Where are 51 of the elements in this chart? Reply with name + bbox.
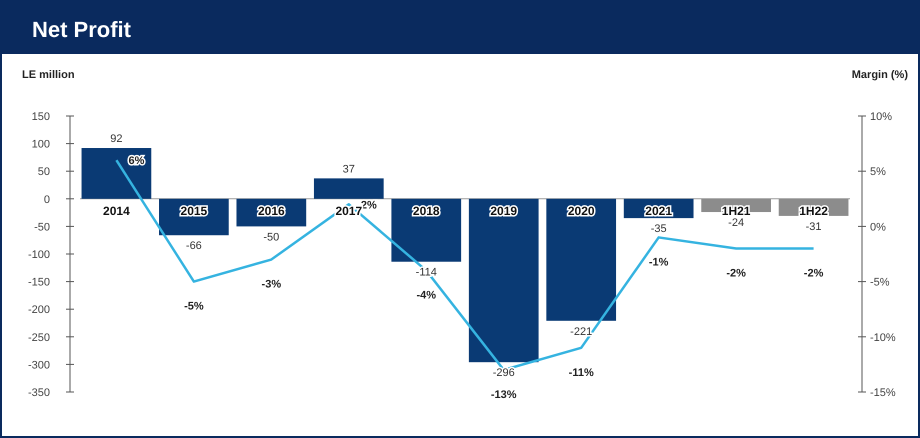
x-tick-label: 2019	[490, 204, 518, 218]
data-label: -13%	[490, 388, 517, 401]
y-tick-label: 50	[38, 166, 50, 178]
y-tick-label: -350	[28, 387, 50, 399]
data-label: -31	[806, 220, 822, 233]
y-tick-label: -50	[34, 221, 50, 234]
chart-title: Net Profit	[32, 17, 132, 42]
x-tick-label: 2014	[103, 204, 130, 218]
data-label: -2%	[726, 267, 746, 280]
x-tick-label: 2015	[180, 204, 208, 218]
data-label: -4%	[416, 290, 436, 302]
data-label: -3%	[262, 278, 282, 291]
y2-tick-label: 5%	[870, 166, 886, 178]
data-label: 37	[342, 163, 355, 176]
x-tick-label: 1H22	[799, 204, 828, 218]
bar	[468, 198, 539, 362]
y-tick-label: -150	[28, 276, 50, 289]
data-label: -296	[492, 367, 515, 380]
data-label: 6%	[128, 155, 145, 168]
data-label: -2%	[804, 267, 824, 280]
y-tick-label: -100	[28, 249, 50, 261]
data-label: -35	[650, 223, 667, 236]
y2-tick-label: -5%	[870, 276, 890, 289]
y2-tick-label: -10%	[870, 332, 896, 344]
y2-tick-label: -15%	[870, 387, 896, 399]
data-label: -1%	[648, 256, 669, 268]
bar	[82, 148, 152, 199]
y-tick-label: 0	[44, 194, 50, 206]
x-tick-label: 2021	[645, 204, 672, 218]
x-tick-label: 2018	[412, 204, 440, 218]
y-tick-label: 100	[32, 138, 50, 151]
data-label: -24	[728, 217, 744, 230]
y-tick-label: -200	[28, 304, 50, 316]
x-tick-label: 2020	[568, 204, 595, 218]
y-tick-label: -300	[28, 359, 50, 372]
y-tick-label: 150	[32, 111, 50, 123]
y-axis-title: LE million	[22, 69, 75, 81]
y2-tick-label: 0%	[870, 221, 886, 234]
data-label: -5%	[184, 300, 204, 313]
data-label: -11%	[568, 366, 594, 379]
data-label: 92	[110, 133, 123, 146]
data-label: -221	[570, 326, 592, 338]
y2-tick-label: 10%	[870, 111, 892, 123]
data-label: -50	[263, 231, 280, 244]
bar	[314, 178, 384, 199]
bar	[546, 198, 616, 321]
y-tick-label: -250	[28, 332, 50, 344]
x-tick-label: 2016	[258, 204, 286, 218]
data-label: -66	[186, 240, 202, 252]
bar	[391, 198, 462, 262]
y2-axis-title: Margin (%)	[852, 69, 908, 81]
